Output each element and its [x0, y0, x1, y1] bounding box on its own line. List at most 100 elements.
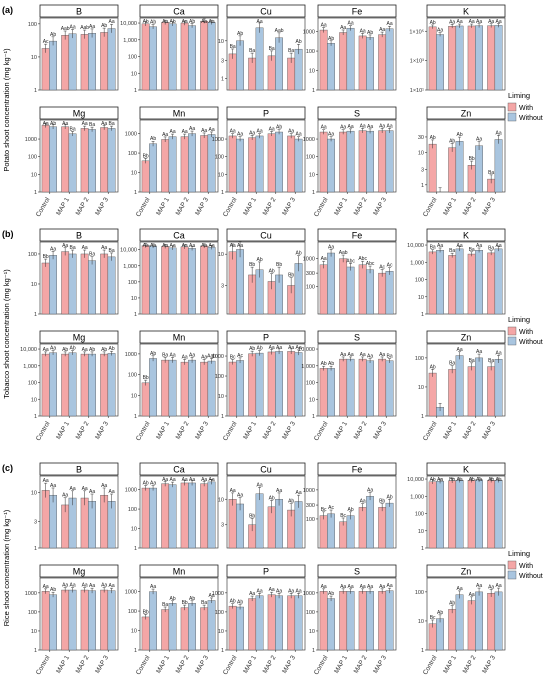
- significance-label: Ba: [249, 48, 255, 54]
- y-tick-label: 300: [306, 271, 315, 277]
- panel-strip: [317, 462, 397, 476]
- legend: Liming With Without: [507, 315, 543, 346]
- bar-with: [448, 26, 457, 91]
- legend-label: Without: [519, 573, 543, 580]
- bar-without: [294, 595, 303, 651]
- bar-without: [168, 359, 177, 417]
- bar-without: [49, 126, 57, 193]
- y-tick-label: 3: [221, 523, 224, 529]
- significance-label: Aa: [201, 354, 207, 360]
- panel-strip: [39, 462, 119, 476]
- bar-without: [436, 250, 444, 315]
- significance-label: Aa: [367, 584, 373, 590]
- bar-without: [366, 496, 374, 549]
- bar-without: [455, 594, 464, 651]
- bar-with: [358, 591, 367, 651]
- significance-label: Aa: [449, 19, 455, 25]
- y-tick-label: 3: [34, 520, 37, 526]
- bar-with: [80, 353, 89, 417]
- significance-label: Aa: [288, 345, 294, 351]
- panel-title: Zn: [461, 333, 472, 343]
- significance-label: Ba: [70, 245, 76, 251]
- bar-without: [149, 487, 157, 549]
- y-tick-label: 10: [309, 69, 315, 75]
- bar-with: [448, 369, 457, 417]
- significance-label: Aa: [101, 583, 107, 589]
- bar-with: [41, 125, 50, 193]
- significance-label: Aa: [488, 19, 494, 25]
- panel-title: Mn: [173, 333, 186, 343]
- y-tick-label: 1: [134, 546, 137, 552]
- y-tick-label: 100: [415, 512, 424, 518]
- bar-without: [236, 138, 244, 193]
- y-tick-label: 1: [134, 88, 137, 94]
- significance-label: Ab: [430, 477, 436, 483]
- significance-label: Aa: [288, 129, 294, 135]
- bar-without: [207, 600, 216, 651]
- panel-strip: [317, 4, 397, 18]
- panel-strip: [226, 228, 306, 242]
- significance-label: Aa: [109, 489, 115, 495]
- bar-without: [236, 249, 244, 315]
- bar-with: [200, 607, 209, 651]
- panel-title: Zn: [461, 109, 472, 119]
- significance-label: Bb: [288, 273, 294, 279]
- significance-label: Aa: [348, 21, 354, 27]
- y-tick-label: 10,000: [120, 248, 137, 254]
- significance-label: Ba: [230, 44, 236, 50]
- bar-with: [80, 34, 89, 91]
- significance-label: Aa: [367, 124, 373, 130]
- x-tick-label: MAP 1: [55, 654, 71, 675]
- y-tick-label: 100: [415, 590, 424, 596]
- significance-label: Aa: [296, 345, 302, 351]
- bar-without: [294, 138, 303, 193]
- significance-label: Aa: [360, 499, 366, 505]
- bar-with: [487, 480, 496, 549]
- panel-strip: [226, 462, 306, 476]
- significance-label: Ab: [237, 600, 243, 606]
- bar-with: [161, 483, 170, 549]
- significance-label: Aa: [269, 345, 275, 351]
- significance-label: Abc: [358, 256, 367, 262]
- figure-label: (a): [2, 5, 13, 15]
- bar-without: [149, 591, 157, 651]
- significance-label: Ab: [437, 610, 443, 616]
- significance-label: Aa: [62, 121, 68, 127]
- bar-without: [346, 266, 355, 315]
- significance-label: Aa: [457, 243, 463, 249]
- legend-swatch-without: [507, 336, 517, 346]
- bar-with: [378, 272, 387, 315]
- y-tick-label: 1: [134, 190, 137, 196]
- bar-with: [61, 589, 70, 651]
- figure-label: (b): [2, 229, 14, 239]
- significance-label: Aa: [296, 588, 302, 594]
- y-tick-label: 10: [31, 282, 37, 288]
- panel-strip: [39, 564, 119, 578]
- bar-without: [475, 25, 483, 91]
- significance-label: Ba: [162, 602, 168, 608]
- x-tick-label: MAP 3: [94, 654, 110, 675]
- significance-label: Aa: [209, 19, 215, 25]
- y-tick-label: 1: [134, 414, 137, 420]
- significance-label: Ab: [70, 346, 76, 352]
- significance-label: Ba: [387, 354, 393, 360]
- significance-label: Aa: [82, 121, 88, 127]
- significance-label: Ab: [143, 19, 149, 25]
- panel-strip: [39, 228, 119, 242]
- y-tick-label: 10: [31, 629, 37, 635]
- bar-without: [385, 360, 394, 417]
- panel-title: B: [76, 465, 82, 475]
- panel-title: Mg: [73, 333, 86, 343]
- significance-label: Aa: [230, 488, 236, 494]
- significance-label: Bb: [249, 513, 255, 519]
- significance-label: Ab: [150, 351, 156, 357]
- significance-label: Ab: [189, 19, 195, 25]
